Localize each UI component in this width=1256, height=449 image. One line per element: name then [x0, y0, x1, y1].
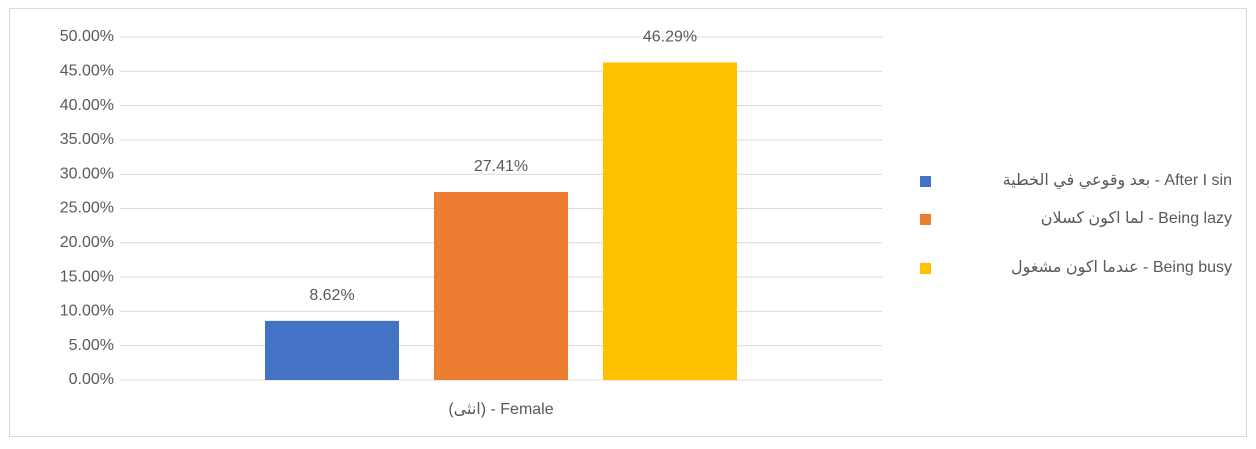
- x-tick-label: Female - (انثى): [448, 401, 553, 418]
- y-tick-label: 10.00%: [60, 303, 114, 320]
- y-tick-label: 45.00%: [60, 63, 114, 80]
- legend-swatch: [920, 176, 931, 187]
- legend-label: Being busy - عندما اكون مشغول: [1011, 259, 1232, 277]
- y-tick-label: 25.00%: [60, 200, 114, 217]
- y-tick-label: 30.00%: [60, 165, 114, 182]
- y-tick-label: 50.00%: [60, 28, 114, 45]
- value-label: 46.29%: [643, 29, 697, 46]
- value-label: 8.62%: [309, 287, 354, 304]
- y-tick-label: 40.00%: [60, 97, 114, 114]
- legend-label: Being lazy - لما اكون كسلان: [1041, 210, 1232, 228]
- legend-swatch: [920, 214, 931, 225]
- value-label: 27.41%: [474, 158, 528, 175]
- bar: [434, 191, 568, 380]
- bar: [603, 62, 737, 381]
- legend-label: After I sin - بعد وقوعي في الخطية: [1003, 172, 1232, 190]
- y-tick-label: 15.00%: [60, 268, 114, 285]
- y-tick-label: 35.00%: [60, 131, 114, 148]
- legend-swatch: [920, 263, 931, 274]
- y-tick-label: 0.00%: [69, 371, 114, 388]
- y-tick-label: 20.00%: [60, 234, 114, 251]
- bar: [265, 320, 399, 380]
- y-tick-label: 5.00%: [69, 337, 114, 354]
